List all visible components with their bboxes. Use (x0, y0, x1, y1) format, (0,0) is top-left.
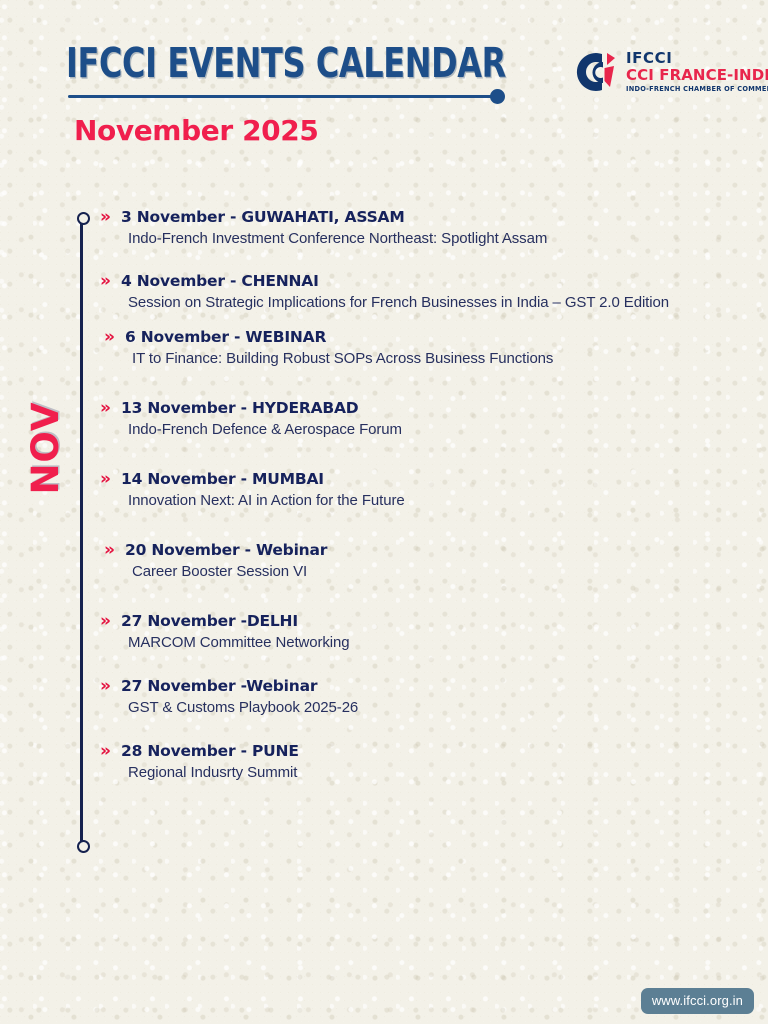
event-title: 13 November - HYDERABAD (120, 399, 359, 417)
event-header: » 3 November - GUWAHATI, ASSAM (100, 206, 700, 228)
chevron-double-right-icon: » (100, 207, 111, 227)
event-description: IT to Finance: Building Robust SOPs Acro… (132, 350, 554, 367)
event-item: » 13 November - HYDERABAD Indo-French Defe… (100, 397, 700, 441)
event-title: 3 November - GUWAHATI, ASSAM (120, 208, 405, 226)
event-item: » 4 November - CHENNAI Session on Strategi… (100, 270, 700, 314)
event-title: 20 November - Webinar (124, 541, 328, 559)
chevron-double-right-icon: » (100, 611, 111, 631)
event-header: » 28 November - PUNE (100, 740, 700, 762)
title-underline-dot (490, 89, 505, 104)
logo-line-cci-france-inde: CCI FRANCE-INDE (626, 66, 768, 84)
event-description: GST & Customs Playbook 2025-26 (128, 699, 359, 716)
event-header: » 14 November - MUMBAI (100, 468, 700, 490)
chevron-double-right-icon: » (100, 469, 111, 489)
event-description: Innovation Next: AI in Action for the Fu… (128, 492, 405, 509)
page-subtitle: November 2025 (74, 114, 319, 147)
month-abbreviation-label: NOV (24, 401, 67, 495)
ifcci-logo: IFCCI CCI FRANCE-INDE INDO-FRENCH CHAMBE… (566, 44, 768, 100)
title-underline-rule (68, 95, 500, 98)
event-description: Career Booster Session VI (132, 563, 308, 580)
event-header: » 4 November - CHENNAI (100, 270, 700, 292)
event-description: Indo-French Defence & Aerospace Forum (128, 421, 402, 438)
chevron-double-right-icon: » (104, 327, 115, 347)
ifcci-logo-icon (566, 47, 618, 97)
event-description: Regional Indusrty Summit (128, 764, 298, 781)
event-title: 27 November -DELHI (120, 612, 298, 630)
chevron-double-right-icon: » (100, 271, 111, 291)
event-item: » 27 November -DELHI MARCOM Committee Netw… (100, 610, 700, 654)
event-description: Indo-French Investment Conference Northe… (128, 230, 548, 247)
logo-line-tagline: INDO-FRENCH CHAMBER OF COMMERCE (626, 85, 768, 93)
logo-text-block: IFCCI CCI FRANCE-INDE INDO-FRENCH CHAMBE… (626, 50, 768, 94)
event-header: » 6 November - WEBINAR (100, 326, 700, 348)
chevron-double-right-icon: » (100, 741, 111, 761)
timeline-line (80, 218, 83, 844)
event-item: » 14 November - MUMBAI Innovation Next: AI… (100, 468, 700, 512)
chevron-double-right-icon: » (100, 676, 111, 696)
timeline-node-bottom (76, 840, 90, 853)
timeline-node-top (76, 212, 90, 225)
event-description: Session on Strategic Implications for Fr… (128, 294, 669, 311)
chevron-double-right-icon: » (100, 398, 111, 418)
event-item: » 20 November - Webinar Career Booster Ses… (100, 539, 700, 583)
page-title: IFCCI EVENTS CALENDAR (66, 39, 506, 87)
event-header: » 27 November -Webinar (100, 675, 700, 697)
event-header: » 13 November - HYDERABAD (100, 397, 700, 419)
logo-line-ifcci: IFCCI (626, 49, 673, 67)
event-title: 6 November - WEBINAR (124, 328, 327, 346)
event-title: 4 November - CHENNAI (120, 272, 319, 290)
website-url-badge[interactable]: www.ifcci.org.in (640, 988, 754, 1014)
event-header: » 20 November - Webinar (100, 539, 700, 561)
event-title: 28 November - PUNE (120, 742, 299, 760)
event-title: 27 November -Webinar (120, 677, 318, 695)
event-item: » 28 November - PUNE Regional Indusrty Sum… (100, 740, 700, 784)
events-list: » 3 November - GUWAHATI, ASSAM Indo-French… (100, 206, 700, 784)
event-description: MARCOM Committee Networking (128, 634, 350, 651)
event-item: » 27 November -Webinar GST & Customs Playb… (100, 675, 700, 719)
event-item: » 3 November - GUWAHATI, ASSAM Indo-French… (100, 206, 700, 250)
event-item: » 6 November - WEBINAR IT to Finance: Buil… (100, 326, 700, 370)
event-title: 14 November - MUMBAI (120, 470, 324, 488)
chevron-double-right-icon: » (104, 540, 115, 560)
event-header: » 27 November -DELHI (100, 610, 700, 632)
